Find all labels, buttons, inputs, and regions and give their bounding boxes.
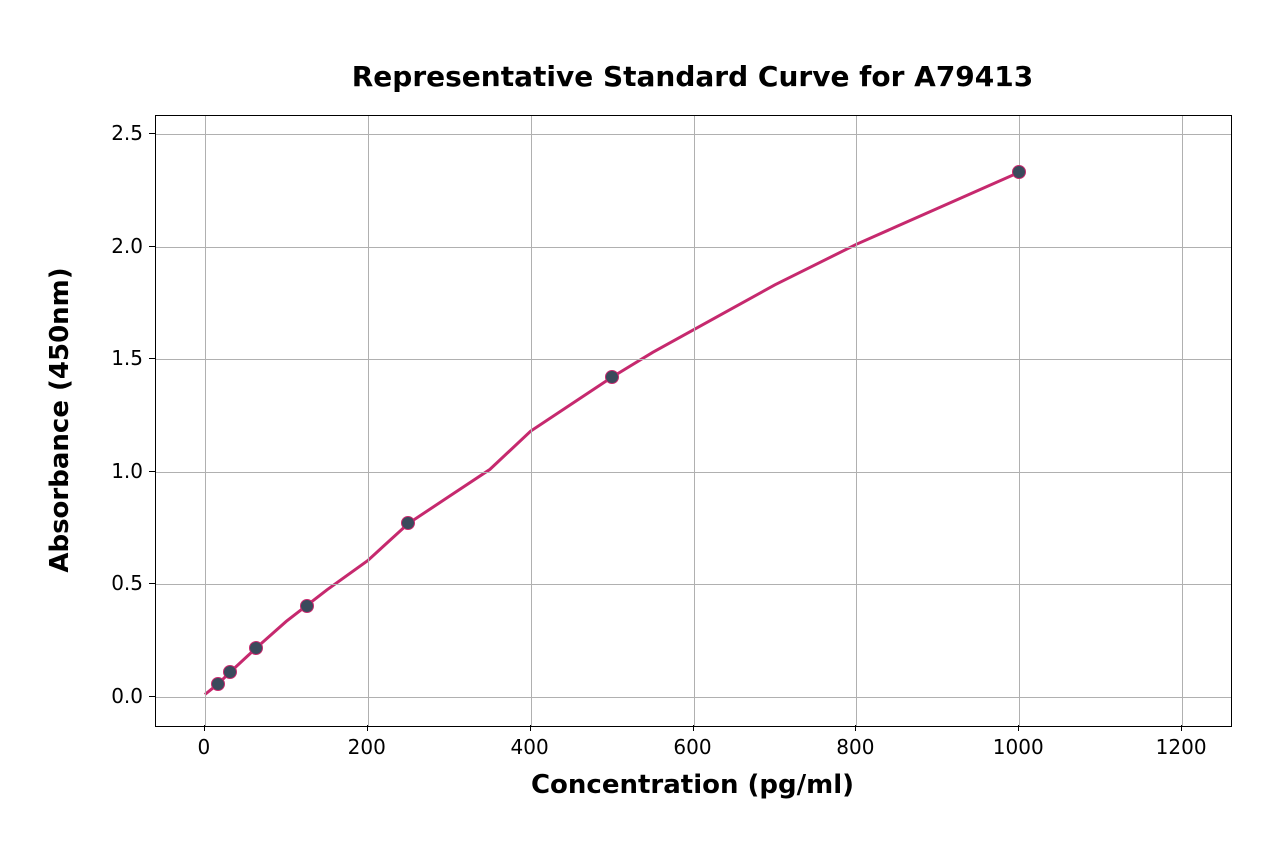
y-tick [149,133,155,134]
grid-line-vertical [694,116,695,726]
y-tick-label: 0.5 [111,571,143,595]
x-tick [530,725,531,731]
x-axis-label: Concentration (pg/ml) [531,770,854,800]
x-tick-label: 200 [348,735,386,759]
x-tick-label: 400 [511,735,549,759]
data-point-marker [401,516,415,530]
data-point-marker [223,665,237,679]
y-axis-label: Absorbance (450nm) [45,267,75,572]
grid-line-horizontal [156,697,1231,698]
grid-line-vertical [205,116,206,726]
plot-area [155,115,1232,727]
y-tick [149,358,155,359]
x-tick-label: 800 [836,735,874,759]
data-point-marker [1012,165,1026,179]
y-tick [149,696,155,697]
x-tick [1181,725,1182,731]
chart-title: Representative Standard Curve for A79413 [352,60,1034,93]
grid-line-vertical [1182,116,1183,726]
x-tick [855,725,856,731]
grid-line-horizontal [156,584,1231,585]
x-tick [204,725,205,731]
data-point-marker [605,370,619,384]
y-tick [149,246,155,247]
grid-line-vertical [856,116,857,726]
x-tick-label: 600 [673,735,711,759]
grid-line-horizontal [156,134,1231,135]
data-point-marker [300,599,314,613]
grid-line-vertical [531,116,532,726]
grid-line-horizontal [156,472,1231,473]
y-tick [149,471,155,472]
data-point-marker [211,677,225,691]
x-tick [1018,725,1019,731]
grid-line-vertical [1019,116,1020,726]
data-point-marker [249,641,263,655]
grid-line-horizontal [156,359,1231,360]
y-tick-label: 1.5 [111,346,143,370]
x-tick [693,725,694,731]
y-tick-label: 2.5 [111,121,143,145]
y-tick-label: 1.0 [111,459,143,483]
y-tick-label: 2.0 [111,234,143,258]
grid-line-horizontal [156,247,1231,248]
x-tick [367,725,368,731]
y-tick [149,583,155,584]
y-tick-label: 0.0 [111,684,143,708]
x-tick-label: 1200 [1156,735,1207,759]
fit-curve [205,172,1019,694]
chart-container: Representative Standard Curve for A79413… [0,0,1280,845]
grid-line-vertical [368,116,369,726]
x-tick-label: 0 [197,735,210,759]
x-tick-label: 1000 [993,735,1044,759]
